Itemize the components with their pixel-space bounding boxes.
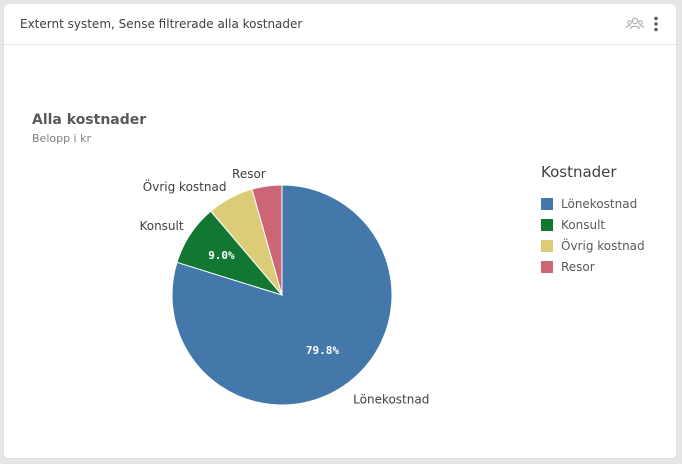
legend-item-lonekostnad[interactable]: Lönekostnad: [541, 193, 645, 214]
legend-item-ovrig-kostnad[interactable]: Övrig kostnad: [541, 235, 645, 256]
legend-item-resor[interactable]: Resor: [541, 256, 645, 277]
slice-category-label: Lönekostnad: [353, 393, 429, 407]
slice-value-label: 9.0%: [208, 249, 235, 262]
legend-swatch: [541, 239, 553, 252]
slice-value-label: 79.8%: [306, 344, 339, 357]
legend-item-konsult[interactable]: Konsult: [541, 214, 645, 235]
legend-swatch: [541, 218, 553, 231]
legend-label: Resor: [561, 259, 595, 274]
people-icon[interactable]: [625, 14, 645, 34]
chart-card: Externt system, Sense filtrerade alla ko…: [4, 4, 676, 458]
chart-title: Alla kostnader: [32, 112, 147, 128]
more-vertical-icon[interactable]: [646, 14, 666, 34]
legend-swatch: [541, 260, 553, 273]
chart-subtitle: Belopp i kr: [32, 132, 92, 145]
legend-label: Konsult: [561, 217, 606, 232]
legend: Lönekostnad Konsult Övrig kostnad Resor: [541, 193, 645, 277]
legend-swatch: [541, 197, 553, 210]
slice-category-label: Övrig kostnad: [143, 178, 227, 194]
card-title: Externt system, Sense filtrerade alla ko…: [20, 17, 303, 31]
slice-category-label: Resor: [232, 167, 266, 181]
legend-label: Lönekostnad: [561, 196, 638, 211]
legend-label: Övrig kostnad: [561, 238, 645, 253]
legend-title: Kostnader: [541, 163, 617, 181]
slice-category-label: Konsult: [139, 219, 183, 233]
pie-slice-resor[interactable]: [251, 184, 283, 296]
card-header: Externt system, Sense filtrerade alla ko…: [4, 4, 676, 45]
pie-chart: 79.8% Lönekostnad 9.0% Konsult Övrig kostnad…: [139, 167, 429, 407]
